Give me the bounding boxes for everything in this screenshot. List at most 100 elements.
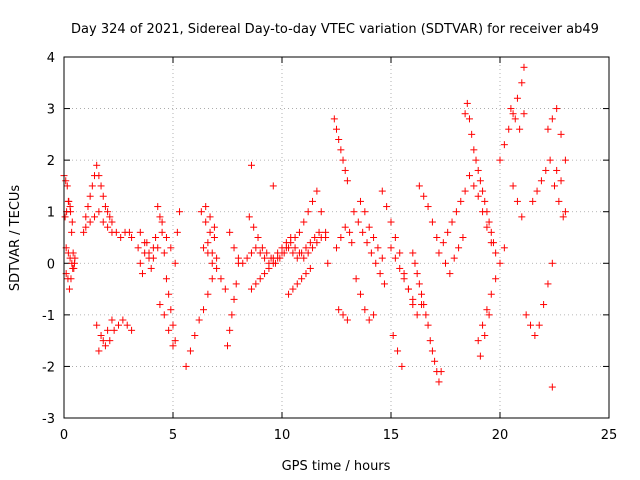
data-point [555,197,563,205]
x-axis-label: GPS time / hours [282,459,391,474]
data-point [95,347,103,355]
data-point [104,208,112,216]
data-point [435,249,443,257]
data-point [463,99,471,107]
data-point [376,270,384,278]
data-point [479,187,487,195]
data-point [535,321,543,329]
data-point [67,275,75,283]
data-point [335,136,343,144]
data-point [333,125,340,133]
data-point [247,249,255,257]
data-point [204,290,212,298]
y-axis-label: SDTVAR / TECUs [8,185,23,292]
data-point [404,285,412,293]
data-point [383,203,391,211]
data-point [61,213,69,221]
data-point [428,347,436,355]
data-point [106,337,114,345]
data-point [208,249,216,257]
data-point [537,177,545,185]
data-point [437,368,445,376]
data-point [306,264,314,272]
data-point [68,218,76,226]
x-tick-label: 20 [492,428,509,443]
data-point [226,326,234,334]
data-point [446,270,454,278]
data-point [424,203,432,211]
data-point [106,213,114,221]
data-point [352,275,360,283]
data-point [173,228,181,236]
data-point [119,316,127,324]
x-tick-label: 10 [274,428,291,443]
data-point [97,331,105,339]
data-point [210,223,218,231]
data-point [210,234,218,241]
data-point [95,172,103,180]
y-tick-label: 2 [47,154,55,169]
data-point [247,285,255,293]
data-point [346,228,354,236]
data-point [529,197,537,205]
data-point [300,218,308,226]
data-point [455,244,463,252]
data-point [468,130,476,138]
data-point [442,259,449,267]
data-point [470,182,478,190]
data-point [487,239,495,247]
data-point [389,331,397,339]
data-point [485,218,493,226]
data-point [152,234,160,241]
data-point [269,182,277,190]
data-point [65,285,73,293]
data-point [247,161,255,169]
data-point [82,223,90,231]
data-point [380,280,388,288]
data-point [479,208,487,216]
y-tick-label: 1 [47,206,55,221]
data-point [378,187,386,195]
data-point [413,270,421,278]
data-point [492,249,500,257]
data-point [258,244,266,252]
data-point [370,311,378,319]
data-point [387,244,395,252]
data-point [420,192,428,200]
data-point [191,331,199,339]
data-point [298,249,306,257]
data-point [324,259,332,267]
data-point [474,192,482,200]
x-tick-label: 0 [60,428,68,443]
data-point [509,182,517,190]
data-point [99,218,107,226]
data-point [86,192,94,200]
data-point [165,326,173,334]
data-point [115,321,122,329]
data-point [158,228,166,236]
data-point [476,177,484,185]
data-point [171,337,179,345]
data-point [370,234,378,241]
y-tick-label: -3 [42,412,55,427]
data-point [343,316,351,324]
data-point [226,228,234,236]
data-point [561,156,569,164]
data-point [204,239,212,247]
data-point [479,321,487,329]
data-point [428,218,436,226]
data-point [293,254,301,262]
data-point [315,228,323,236]
data-point [546,156,554,164]
data-point [117,234,125,241]
data-point [99,337,107,345]
data-point [110,326,118,334]
data-point [500,141,508,149]
data-point [413,311,421,319]
data-point [306,239,314,247]
x-tick-label: 5 [169,428,177,443]
data-point [66,203,74,211]
data-point [206,213,214,221]
data-point [256,249,264,257]
data-point [202,218,210,226]
